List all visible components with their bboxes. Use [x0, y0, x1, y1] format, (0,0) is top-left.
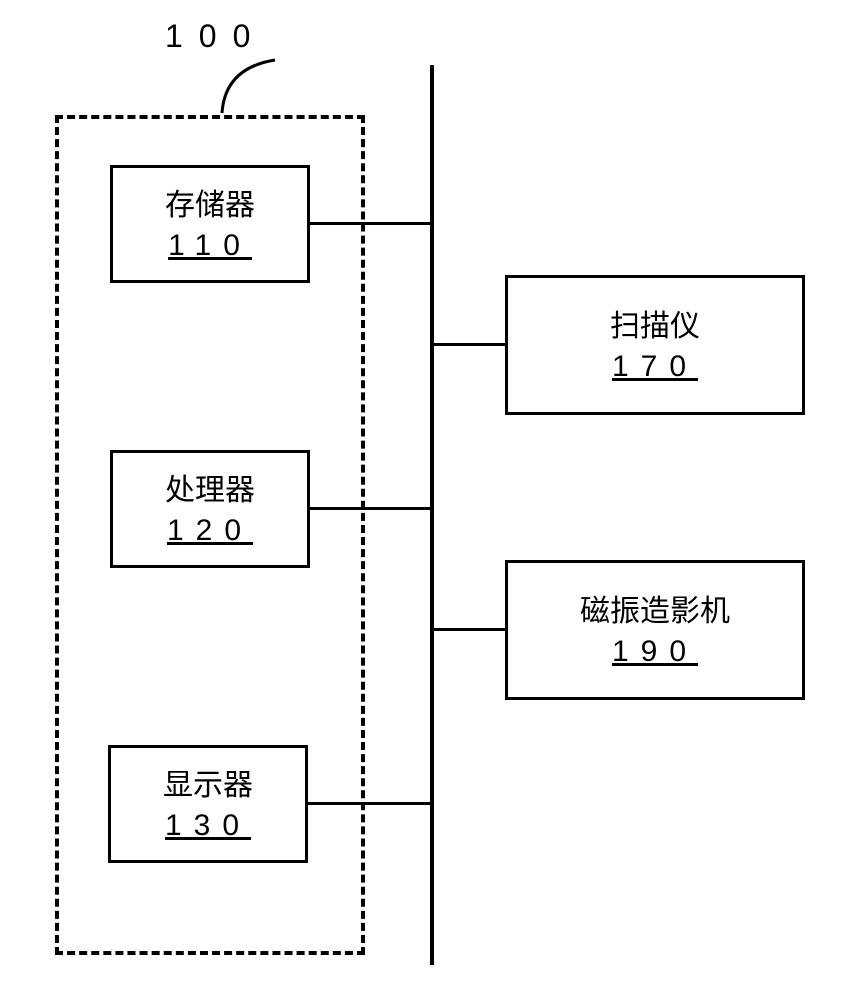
mri-connector — [430, 628, 505, 631]
scanner-number: 170 — [612, 350, 698, 384]
display-number: 130 — [165, 809, 251, 843]
processor-title: 处理器 — [165, 471, 255, 510]
scanner-connector — [430, 343, 505, 346]
memory-title: 存储器 — [165, 186, 255, 225]
memory-block: 存储器 110 — [110, 165, 310, 283]
mri-block: 磁振造影机 190 — [505, 560, 805, 700]
memory-connector — [310, 222, 434, 225]
mri-number: 190 — [612, 635, 698, 669]
display-title: 显示器 — [163, 766, 253, 805]
mri-title: 磁振造影机 — [580, 592, 730, 631]
processor-number: 120 — [167, 514, 253, 548]
memory-number: 110 — [168, 229, 252, 263]
display-connector — [308, 802, 434, 805]
display-block: 显示器 130 — [108, 745, 308, 863]
system-label-lead — [220, 58, 280, 118]
processor-connector — [310, 507, 434, 510]
processor-block: 处理器 120 — [110, 450, 310, 568]
bus-line — [430, 65, 434, 965]
scanner-block: 扫描仪 170 — [505, 275, 805, 415]
scanner-title: 扫描仪 — [610, 307, 700, 346]
system-label: 100 — [165, 18, 266, 55]
